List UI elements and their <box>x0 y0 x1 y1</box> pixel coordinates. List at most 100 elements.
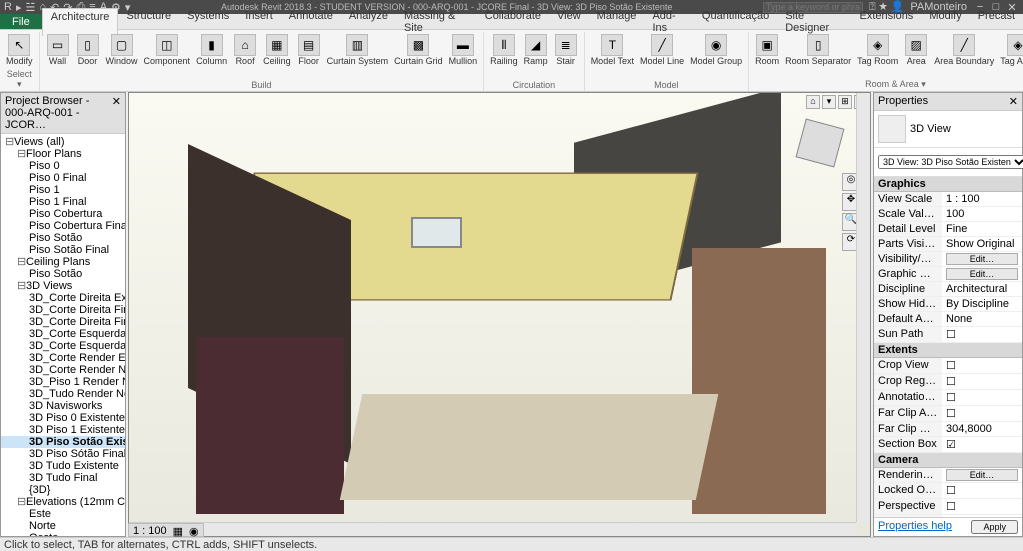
ribbon-btn-curtaingrid[interactable]: ▩Curtain Grid <box>392 32 445 68</box>
close-icon[interactable]: ✕ <box>1009 95 1018 108</box>
ribbon-btn-roomseparator[interactable]: ▯Room Separator <box>783 32 853 68</box>
tree-item[interactable]: {3D} <box>1 484 125 496</box>
tree-item[interactable]: 3D_Corte Render Novo <box>1 364 125 376</box>
scrollbar-h[interactable] <box>129 522 856 536</box>
instance-selector[interactable]: 3D View: 3D Piso Sotão Existen <box>878 155 1023 169</box>
tree-item[interactable]: Piso 1 <box>1 184 125 196</box>
tree-expander-icon[interactable]: ⊟ <box>5 136 14 148</box>
ribbon-btn-door[interactable]: ▯Door <box>74 32 102 68</box>
ribbon-btn-area[interactable]: ▨Area <box>902 32 930 68</box>
viewport-3d[interactable]: ⌂▾⊞✕ ◎ ✥ 🔍 ⟳ <box>128 92 871 537</box>
tree-item[interactable]: Este <box>1 508 125 520</box>
tree-expander-icon[interactable]: ⊟ <box>17 148 26 160</box>
ribbon-btn-modeltext[interactable]: TModel Text <box>589 32 636 68</box>
ribbon-btn-window[interactable]: ▢Window <box>104 32 140 68</box>
property-value[interactable]: ☐ <box>942 358 1022 373</box>
tree-item[interactable]: 3D Piso 0 Existente <box>1 412 125 424</box>
tree-item[interactable]: 3D_Corte Direita Final <box>1 304 125 316</box>
property-value[interactable]: ☐ <box>942 327 1022 342</box>
property-value[interactable]: 304,8000 <box>942 422 1022 436</box>
ribbon-btn-stair[interactable]: ≣Stair <box>552 32 580 68</box>
property-value[interactable]: ☐ <box>942 499 1022 514</box>
tree-item[interactable]: ⊟Views (all) <box>1 136 125 148</box>
detail-icon[interactable]: ▦ <box>173 525 183 535</box>
property-value[interactable]: Fine <box>942 222 1022 236</box>
apply-button[interactable]: Apply <box>971 520 1018 534</box>
tree-item[interactable]: Norte <box>1 520 125 532</box>
tree-item[interactable]: Piso Sotão <box>1 232 125 244</box>
qat-icon[interactable]: R <box>4 1 12 14</box>
tree-item[interactable]: ⊟Floor Plans <box>1 148 125 160</box>
tree-item[interactable]: 3D Tudo Final <box>1 472 125 484</box>
tree-item[interactable]: Piso Cobertura Final <box>1 220 125 232</box>
tree-item[interactable]: Piso 1 Final <box>1 196 125 208</box>
tree-item[interactable]: 3D_Corte Esquerda Existent <box>1 328 125 340</box>
tree-item[interactable]: Piso Sotão <box>1 268 125 280</box>
property-value[interactable]: ☑ <box>942 437 1022 452</box>
tree-item[interactable]: ⊟Ceiling Plans <box>1 256 125 268</box>
tree-expander-icon[interactable]: ⊟ <box>17 256 26 268</box>
property-value[interactable]: None <box>942 312 1022 326</box>
ribbon-btn-component[interactable]: ◫Component <box>142 32 193 68</box>
property-value[interactable]: Edit… <box>942 468 1022 482</box>
qat-icon[interactable]: ▸ <box>16 1 22 14</box>
properties-help-link[interactable]: Properties help <box>878 520 952 534</box>
ribbon-btn-ceiling[interactable]: ▦Ceiling <box>261 32 293 68</box>
tree-item[interactable]: Piso 0 Final <box>1 172 125 184</box>
tree-item[interactable]: Piso Cobertura <box>1 208 125 220</box>
ribbon-btn-room[interactable]: ▣Room <box>753 32 781 68</box>
ribbon-btn-curtainsystem[interactable]: ▥Curtain System <box>325 32 391 68</box>
property-section-header[interactable]: Extents <box>874 343 1022 358</box>
ribbon-btn-tagarea[interactable]: ◈Tag Area <box>998 32 1023 68</box>
tree-item[interactable]: 3D_Tudo Render Novo <box>1 388 125 400</box>
ribbon-btn-wall[interactable]: ▭Wall <box>44 32 72 68</box>
ribbon-btn-areaboundary[interactable]: ╱Area Boundary <box>932 32 996 68</box>
tree-item[interactable]: 3D_Corte Render Existente <box>1 352 125 364</box>
ribbon-btn-floor[interactable]: ▤Floor <box>295 32 323 68</box>
tree-item[interactable]: ⊟Elevations (12mm Circle) <box>1 496 125 508</box>
scale-label[interactable]: 1 : 100 <box>133 525 167 535</box>
ribbon-btn-modify[interactable]: ↖Modify <box>4 32 35 68</box>
property-value[interactable]: ☐ <box>942 406 1022 421</box>
ribbon-btn-modelline[interactable]: ╱Model Line <box>638 32 686 68</box>
property-value[interactable]: Show Original <box>942 237 1022 251</box>
ribbon-btn-roof[interactable]: ⌂Roof <box>231 32 259 68</box>
tree-item[interactable]: Piso 0 <box>1 160 125 172</box>
property-value[interactable]: Edit… <box>942 252 1022 266</box>
property-value[interactable]: Edit… <box>942 267 1022 281</box>
property-section-header[interactable]: Graphics <box>874 177 1022 192</box>
property-section-header[interactable]: Camera <box>874 453 1022 468</box>
tree-item[interactable]: 3D_Corte Esquerda Final <box>1 340 125 352</box>
ribbon-btn-railing[interactable]: ⦀Railing <box>488 32 520 68</box>
tree-item[interactable]: 3D Piso 1 Existente <box>1 424 125 436</box>
ribbon-btn-ramp[interactable]: ◢Ramp <box>522 32 550 68</box>
property-value[interactable]: ☐ <box>942 374 1022 389</box>
view-control-bar[interactable]: 1 : 100 ▦ ◉ <box>128 523 204 537</box>
qat-icon[interactable]: ☱ <box>25 1 35 14</box>
type-selector[interactable]: 3D View <box>874 111 1022 148</box>
tree-item[interactable]: 3D_Corte Direita Final A/V <box>1 316 125 328</box>
close-icon[interactable]: ✕ <box>112 95 121 131</box>
tree-expander-icon[interactable]: ⊟ <box>17 496 26 508</box>
file-tab[interactable]: File <box>0 14 42 29</box>
ribbon-btn-modelgroup[interactable]: ◉Model Group <box>688 32 744 68</box>
tree-item[interactable]: 3D Piso Sotão Existente <box>1 436 125 448</box>
tree-item[interactable]: 3D_Corte Direita Existente <box>1 292 125 304</box>
property-value[interactable]: By Discipline <box>942 297 1022 311</box>
tree-item[interactable]: 3D Piso Sótão Final <box>1 448 125 460</box>
edit-button[interactable]: Edit… <box>946 253 1018 265</box>
tree-item[interactable]: Oeste <box>1 532 125 536</box>
tree-item[interactable]: Piso Sotão Final <box>1 244 125 256</box>
property-value[interactable]: Architectural <box>942 282 1022 296</box>
ribbon-btn-tagroom[interactable]: ◈Tag Room <box>855 32 900 68</box>
visual-style-icon[interactable]: ◉ <box>189 525 199 535</box>
tree-item[interactable]: 3D Tudo Existente <box>1 460 125 472</box>
property-value[interactable]: 1 : 100 <box>942 192 1022 206</box>
tree-expander-icon[interactable]: ⊟ <box>17 280 26 292</box>
edit-button[interactable]: Edit… <box>946 268 1018 280</box>
tree-item[interactable]: ⊟3D Views <box>1 280 125 292</box>
property-value[interactable]: ☐ <box>942 483 1022 498</box>
edit-button[interactable]: Edit… <box>946 469 1018 481</box>
property-value[interactable]: ☐ <box>942 390 1022 405</box>
tree-item[interactable]: 3D Navisworks <box>1 400 125 412</box>
